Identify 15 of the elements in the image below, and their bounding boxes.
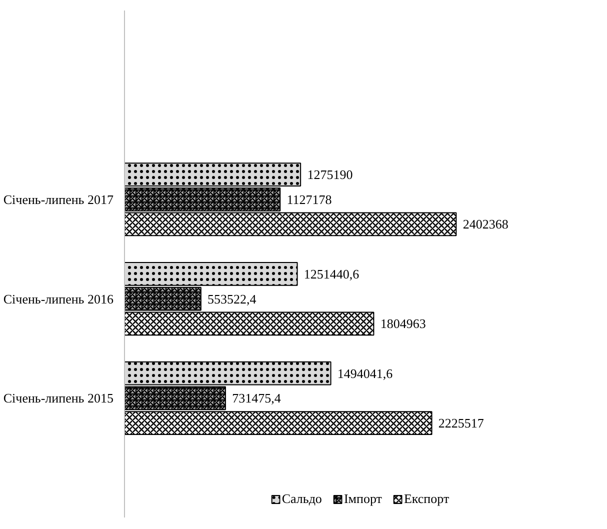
legend-label: Імпорт bbox=[344, 491, 382, 507]
legend-label: Сальдо bbox=[282, 491, 322, 507]
data-label: 553522,4 bbox=[208, 291, 257, 306]
data-label: 2225517 bbox=[438, 416, 484, 431]
legend-label: Експорт bbox=[404, 491, 450, 507]
data-label: 1275190 bbox=[307, 167, 353, 182]
data-label: 731475,4 bbox=[232, 390, 282, 406]
y-tick-label: Січень-липень 2016 bbox=[3, 291, 114, 306]
data-label: 1804963 bbox=[380, 316, 426, 332]
data-label: 2402368 bbox=[462, 216, 508, 232]
y-tick-label: Січень-липень 2015 bbox=[3, 390, 114, 406]
data-label: 1494041,6 bbox=[337, 366, 394, 381]
data-label: 1251440,6 bbox=[304, 266, 360, 282]
y-tick-label: Січень-липень 2017 bbox=[3, 192, 114, 207]
data-label: 1127178 bbox=[286, 192, 332, 207]
